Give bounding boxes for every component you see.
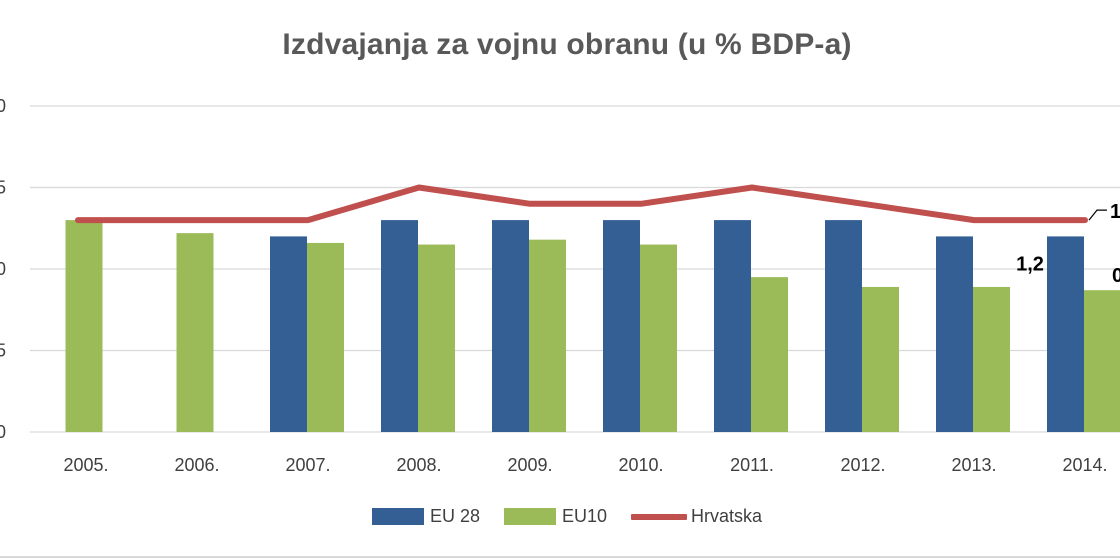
x-tick-label: 2006. xyxy=(174,455,219,475)
x-tick-label: 2014. xyxy=(1062,455,1107,475)
data-label-hrvatska: 1 xyxy=(1110,201,1120,223)
legend-label-hrvatska: Hrvatska xyxy=(691,506,763,526)
x-tick-label: 2005. xyxy=(63,455,108,475)
legend-swatch-eu10 xyxy=(503,508,556,525)
bar-eu28 xyxy=(714,220,751,432)
bar-eu10 xyxy=(418,244,455,432)
legend-swatch-eu28 xyxy=(371,508,424,525)
data-label-leader xyxy=(1088,209,1107,221)
bar-eu28 xyxy=(270,236,307,432)
x-tick-label: 2013. xyxy=(951,455,996,475)
chart-legend: EU 28 EU10 Hrvatska xyxy=(0,506,1120,527)
x-tick-label: 2010. xyxy=(618,455,663,475)
bar-eu28 xyxy=(1047,236,1084,432)
legend-item-eu28: EU 28 xyxy=(371,506,480,527)
legend-item-hrvatska: Hrvatska xyxy=(631,506,762,527)
x-tick-label: 2007. xyxy=(285,455,330,475)
line-hrvatska xyxy=(75,184,1088,224)
bar-eu28 xyxy=(603,220,640,432)
legend-item-eu10: EU10 xyxy=(503,506,608,527)
bar-eu10 xyxy=(529,239,566,432)
y-tick-label: 5 xyxy=(0,178,6,198)
bar-eu10 xyxy=(640,244,677,432)
bar-eu10 xyxy=(751,277,788,432)
bar-eu28 xyxy=(825,220,862,432)
bar-eu10 xyxy=(1084,290,1120,432)
bar-eu28 xyxy=(381,220,418,432)
legend-label-eu10: EU10 xyxy=(561,506,608,526)
x-tick-label: 2011. xyxy=(730,455,774,475)
x-tick-label: 2008. xyxy=(396,455,441,475)
y-tick-label: 0 xyxy=(0,96,6,116)
bar-eu10 xyxy=(65,220,103,432)
x-tick-label: 2009. xyxy=(507,455,552,475)
x-tick-label: 2012. xyxy=(840,455,885,475)
bar-eu10 xyxy=(862,286,899,432)
y-tick-label: 0 xyxy=(0,422,6,442)
legend-label-eu28: EU 28 xyxy=(429,506,480,526)
bar-eu10 xyxy=(307,242,344,432)
chart-plot: 0 5 0 5 0 2005. 2006. 2007. 2008. 2009. 2010. 2011… xyxy=(0,96,1120,475)
bar-eu28 xyxy=(492,220,529,432)
y-tick-label: 5 xyxy=(0,341,6,361)
chart-title: Izdvajanja za vojnu obranu (u % BDP-a) xyxy=(282,28,852,61)
data-label-eu28: 1,2 xyxy=(1016,253,1044,275)
y-tick-label: 0 xyxy=(0,259,6,279)
data-label-eu10: 0 xyxy=(1112,265,1120,287)
bar-eu28 xyxy=(936,236,973,432)
bar-eu10 xyxy=(176,233,214,432)
legend-swatch-hrvatska xyxy=(631,513,688,520)
bar-eu10 xyxy=(973,286,1010,432)
